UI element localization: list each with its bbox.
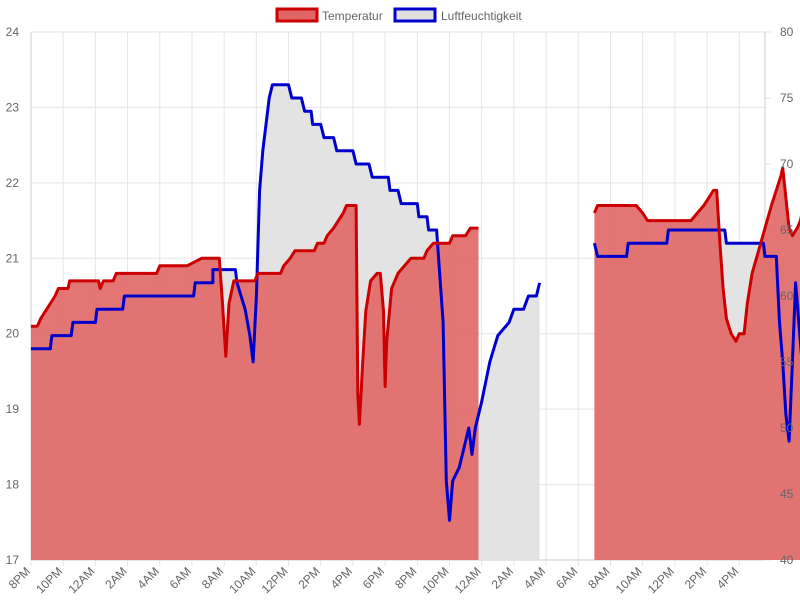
line-temperatur-0: [31, 204, 479, 426]
x-tick-label: 10AM: [226, 564, 258, 596]
line-layer: [31, 83, 800, 522]
x-tick-label: 12PM: [645, 564, 677, 596]
y-left-tick-label: 22: [6, 176, 20, 190]
area-temperatur-0: [31, 205, 479, 560]
x-tick-label: 12PM: [259, 564, 291, 596]
line-temperatur-1: [593, 166, 800, 343]
y-right-tick-label: 40: [780, 553, 794, 567]
y-left-tick-label: 24: [6, 25, 20, 39]
x-tick-label: 2AM: [489, 564, 516, 591]
x-tick-label: 10AM: [613, 564, 645, 596]
line-luftfeuchtigkeit-0: [31, 83, 542, 522]
legend-swatch-luftfeuchtigkeit[interactable]: [393, 7, 437, 23]
y-left-tick-label: 20: [6, 327, 20, 341]
y-left-tick-label: 23: [6, 100, 20, 114]
y-right-tick-label: 80: [780, 25, 794, 39]
y-left-tick-label: 17: [6, 553, 20, 567]
y-right-tick-label: 60: [780, 289, 794, 303]
y-left-tick-label: 18: [6, 478, 20, 492]
area-layer: [31, 84, 800, 561]
x-tick-label: 4AM: [521, 564, 548, 591]
legend-swatch-temperatur[interactable]: [275, 7, 319, 23]
x-tick-label: 8AM: [199, 564, 226, 591]
area-temperatur-1: [594, 167, 800, 560]
x-tick-label: 8PM: [392, 564, 419, 591]
x-tick-label: 6PM: [360, 564, 387, 591]
x-tick-label: 12AM: [65, 564, 97, 596]
x-tick-label: 4PM: [328, 564, 355, 591]
legend-label-temperatur[interactable]: Temperatur: [322, 9, 383, 23]
x-tick-label: 8AM: [585, 564, 612, 591]
line-luftfeuchtigkeit-1: [592, 228, 800, 443]
y-right-tick-label: 70: [780, 157, 794, 171]
y-right-tick-label: 75: [780, 91, 794, 105]
x-tick-label: 2PM: [682, 564, 709, 591]
legend[interactable]: Temperatur Luftfeuchtigkeit: [275, 7, 522, 23]
x-tick-label: 4PM: [714, 564, 741, 591]
x-tick-label: 6AM: [553, 564, 580, 591]
y-left-tick-label: 21: [6, 251, 20, 265]
x-tick-label: 12AM: [452, 564, 484, 596]
y-right-tick-label: 50: [780, 421, 794, 435]
x-tick-label: 8PM: [6, 564, 33, 591]
x-tick-label: 2AM: [102, 564, 129, 591]
x-tick-label: 10PM: [33, 564, 65, 596]
legend-label-luftfeuchtigkeit[interactable]: Luftfeuchtigkeit: [441, 9, 522, 23]
x-tick-label: 6AM: [167, 564, 194, 591]
x-tick-label: 10PM: [420, 564, 452, 596]
y-right-tick-label: 45: [780, 487, 794, 501]
y-right-tick-label: 65: [780, 223, 794, 237]
x-tick-label: 2PM: [296, 564, 323, 591]
y-left-tick-label: 19: [6, 402, 20, 416]
x-tick-label: 4AM: [135, 564, 162, 591]
y-right-tick-label: 55: [780, 355, 794, 369]
